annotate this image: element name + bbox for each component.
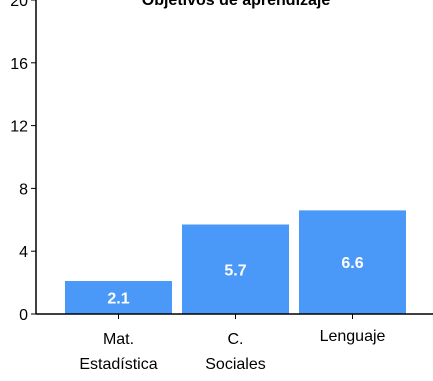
category-label: Mat. [103,331,134,348]
y-tick-label: 0 [19,307,28,324]
category-label: Estadística [79,356,157,373]
category-label: Lenguaje [320,328,386,345]
bar [299,210,406,314]
category-label: Sociales [205,356,265,373]
y-tick-label: 8 [19,181,28,198]
bar [65,281,172,314]
y-tick-label: 16 [10,56,28,73]
bar [182,224,289,314]
data-label: 5.7 [224,262,246,279]
category-label: C. [228,331,244,348]
y-tick-label: 4 [19,244,28,261]
y-tick-label: 20 [10,0,28,10]
chart-title: Objetivos de aprendizaje [142,0,331,9]
data-label: 6.6 [341,255,363,272]
data-label: 2.1 [107,291,129,308]
y-tick-label: 12 [10,119,28,136]
